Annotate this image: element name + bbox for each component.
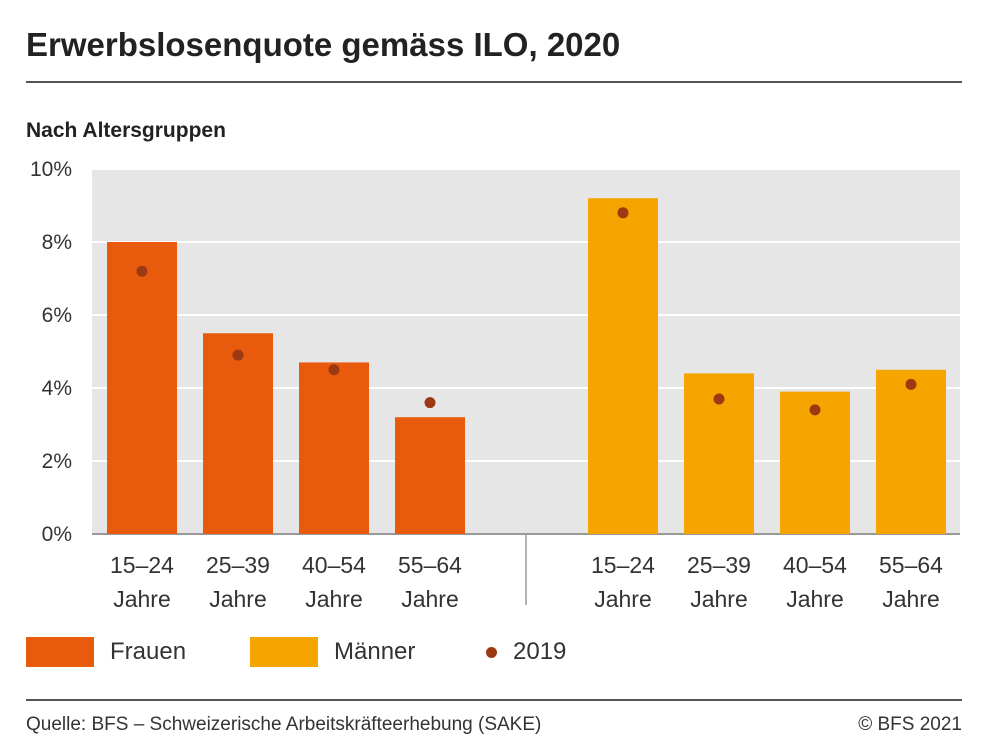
marker-2019 (136, 265, 148, 277)
chart-subtitle: Nach Altersgruppen (26, 119, 226, 142)
x-tick-label: 25–39 (687, 552, 751, 578)
bar-frauen (395, 417, 465, 534)
x-tick-label: Jahre (594, 586, 652, 612)
x-tick-label: 40–54 (302, 552, 366, 578)
bar-chart: 0% 2% 4% 6% 8% 10% 15–24 Jahre 25–39 Jahre 40–54 Ja… (30, 158, 960, 612)
legend-dot-2019 (486, 646, 497, 658)
bar-frauen (203, 333, 273, 534)
x-tick-label: Jahre (690, 586, 748, 612)
y-tick-label: 10% (30, 158, 72, 181)
bar-frauen (107, 242, 177, 534)
marker-2019 (424, 397, 436, 409)
x-tick-label: 40–54 (783, 552, 847, 578)
x-tick-label: 55–64 (398, 552, 462, 578)
y-tick-label: 4% (42, 377, 72, 400)
copyright-note: © BFS 2021 (858, 714, 962, 735)
chart-title: Erwerbslosenquote gemäss ILO, 2020 (26, 26, 621, 63)
marker-2019 (328, 364, 340, 376)
legend-label-2019: 2019 (513, 638, 567, 665)
marker-2019 (809, 404, 821, 416)
legend-swatch-maenner (250, 637, 318, 667)
legend-item-frauen: Frauen (26, 634, 186, 670)
legend-item-maenner: Männer (250, 634, 415, 670)
x-tick-label: Jahre (882, 586, 940, 612)
x-tick-label: Jahre (113, 586, 171, 612)
marker-2019 (232, 349, 244, 361)
y-tick-label: 6% (42, 304, 72, 327)
x-tick-label: 15–24 (591, 552, 655, 578)
marker-2019 (713, 393, 725, 405)
bar-maenner (588, 198, 658, 534)
marker-2019 (905, 378, 917, 390)
footer-divider (26, 699, 962, 701)
x-tick-label: Jahre (209, 586, 267, 612)
x-tick-label: Jahre (401, 586, 459, 612)
y-tick-label: 0% (42, 523, 72, 546)
bar-maenner (876, 369, 946, 534)
title-divider (26, 81, 962, 83)
y-tick-label: 2% (42, 450, 72, 473)
legend-label-maenner: Männer (334, 638, 416, 665)
legend-label-frauen: Frauen (110, 638, 187, 665)
marker-2019 (617, 207, 629, 219)
x-tick-label: 55–64 (879, 552, 943, 578)
source-note: Quelle: BFS – Schweizerische Arbeitskräf… (26, 714, 542, 735)
legend-item-2019: 2019 (468, 634, 566, 670)
bar-frauen (299, 362, 369, 534)
x-tick-label: 15–24 (110, 552, 174, 578)
legend-swatch-frauen (26, 637, 94, 667)
y-tick-label: 8% (42, 231, 72, 254)
x-tick-label: Jahre (305, 586, 363, 612)
x-tick-label: Jahre (786, 586, 844, 612)
x-tick-label: 25–39 (206, 552, 270, 578)
